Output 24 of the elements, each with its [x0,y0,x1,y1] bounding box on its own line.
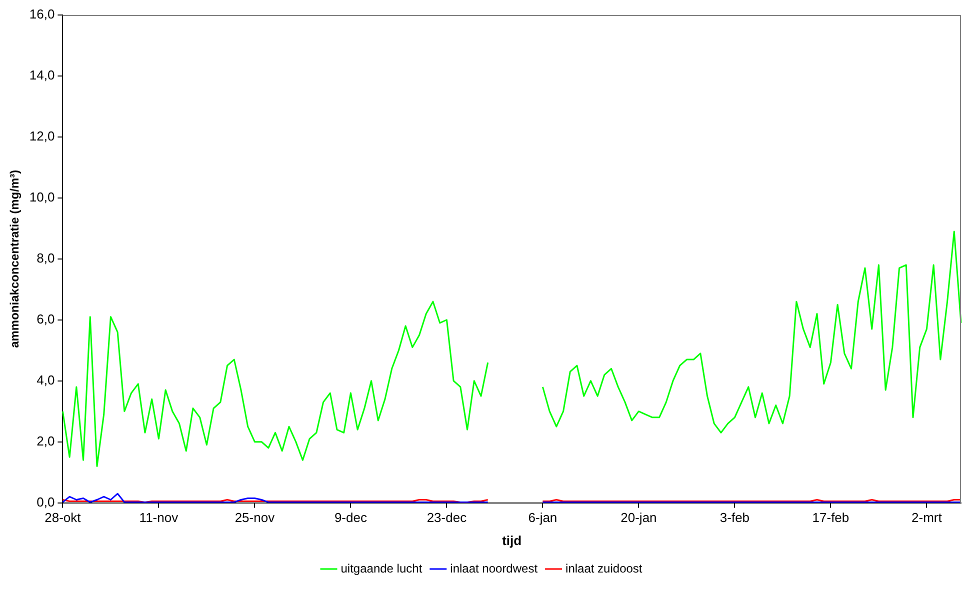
x-tick-label: 28-okt [44,510,82,526]
legend-label: inlaat zuidoost [566,561,643,576]
y-tick-label: 12,0 [29,128,55,144]
y-tick-label: 14,0 [29,68,55,83]
y-tick-label: 10,0 [29,190,55,205]
x-axis-title: tijd [502,532,522,548]
y-axis-title: ammoniakconcentratie (mg/m³) [8,170,22,348]
x-tick-label: 23-dec [426,510,468,526]
y-tick-label: 2,0 [36,433,55,448]
x-tick-label: 9-dec [334,510,368,526]
legend-label: inlaat noordwest [450,561,538,576]
y-tick-label: 8,0 [36,250,55,266]
y-tick-label: 6,0 [36,311,55,326]
x-tick-label: 11-nov [139,510,179,526]
legend-label: uitgaande lucht [340,561,423,576]
x-tick-label: 17-feb [812,510,850,526]
x-tick-label: 20-jan [620,510,657,526]
x-tick-label: 2-mrt [912,510,942,526]
x-tick-label: 25-nov [234,510,276,526]
x-tick-label: 3-feb [720,510,750,526]
x-tick-label: 6-jan [528,510,558,526]
y-tick-label: 0,0 [36,494,55,510]
y-tick-label: 4,0 [36,372,55,388]
y-tick-label: 16,0 [29,6,55,22]
